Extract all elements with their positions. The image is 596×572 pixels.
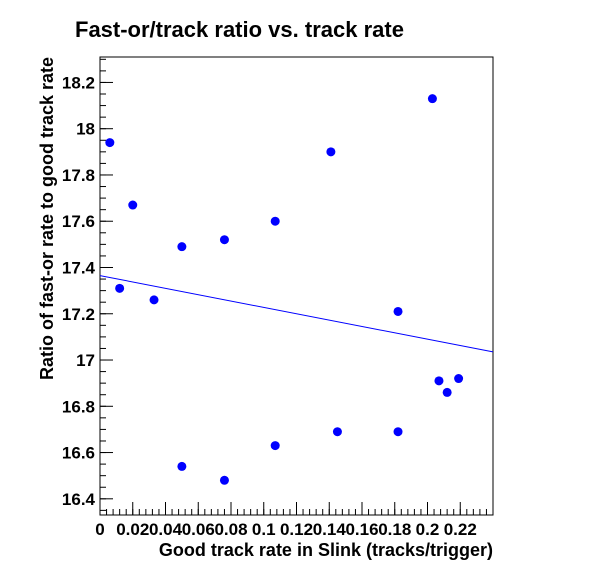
data-point (128, 200, 138, 210)
y-tick-label: 17.2 (62, 305, 95, 324)
data-point (434, 376, 444, 386)
x-tick-label: 0.06 (182, 520, 215, 539)
data-point (115, 283, 125, 293)
x-axis: 0 0.02 0.04 0.06 0.08 0.1 0.12 0.14 0.16 0.18 0.2 0… (95, 502, 494, 539)
y-tick-label: 18 (76, 120, 95, 139)
data-point (149, 295, 159, 305)
y-tick-label: 16.8 (62, 397, 95, 416)
fit-line (99, 275, 494, 353)
data-point (393, 427, 403, 437)
data-point (332, 427, 342, 437)
x-tick-label: 0 (95, 520, 104, 539)
data-point (270, 441, 280, 451)
x-tick-label: 0.18 (378, 520, 411, 539)
data-point (270, 216, 280, 226)
data-point (326, 147, 336, 157)
y-tick-label: 17.8 (62, 166, 95, 185)
x-tick-label: 0.16 (345, 520, 378, 539)
data-point (219, 235, 229, 245)
plot-frame (99, 56, 494, 516)
chart-title: Fast-or/track ratio vs. track rate (75, 17, 404, 42)
data-point (442, 387, 452, 397)
data-point (177, 242, 187, 252)
x-tick-label: 0.04 (149, 520, 183, 539)
y-tick-label: 16.6 (62, 444, 95, 463)
x-tick-label: 0.1 (252, 520, 276, 539)
y-tick-label: 17.4 (62, 258, 96, 277)
data-point (105, 138, 115, 148)
x-tick-label: 0.2 (416, 520, 440, 539)
y-axis-label: Ratio of fast-or rate to good track rate (37, 57, 57, 380)
y-tick-label: 18.2 (62, 73, 95, 92)
y-axis: 16.4 16.6 16.8 17 17.2 17.4 17.6 17.8 18 18.2 (62, 58, 113, 511)
x-tick-label: 0.08 (214, 520, 247, 539)
x-tick-label: 0.02 (116, 520, 149, 539)
data-point (177, 461, 187, 471)
data-point (219, 475, 229, 485)
y-tick-label: 17 (76, 351, 95, 370)
y-tick-label: 17.6 (62, 212, 95, 231)
data-points (105, 94, 464, 485)
x-tick-label: 0.12 (280, 520, 313, 539)
fit-line-layer (99, 275, 494, 353)
data-point (427, 94, 437, 104)
y-tick-label: 16.4 (62, 490, 96, 509)
x-tick-label: 0.14 (313, 520, 347, 539)
data-point (454, 374, 464, 384)
x-axis-label: Good track rate in Slink (tracks/trigger… (159, 540, 493, 560)
data-point (393, 306, 403, 316)
x-tick-label: 0.22 (444, 520, 477, 539)
